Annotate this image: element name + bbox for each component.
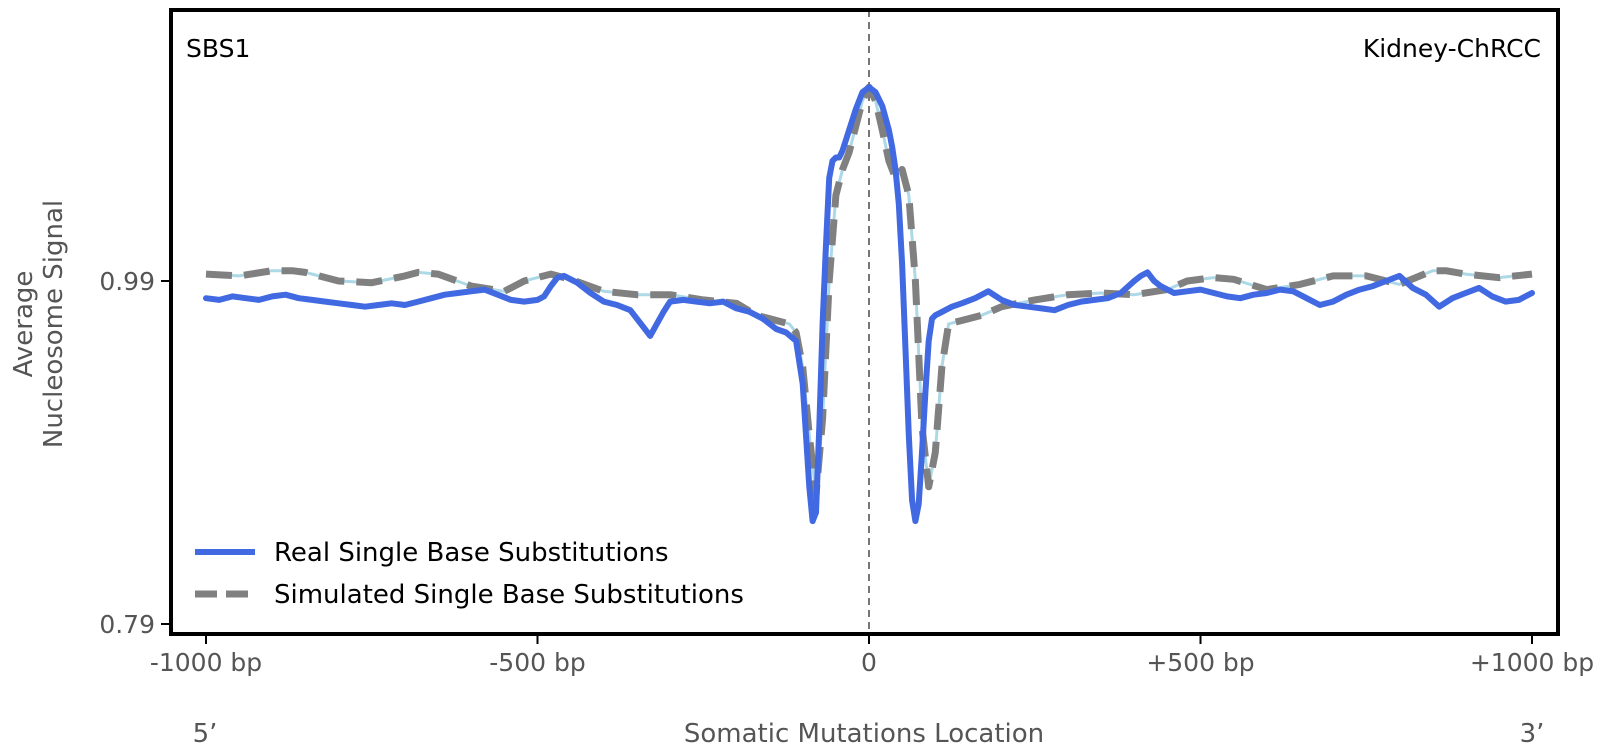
x-tick-label: +1000 bp [1470, 648, 1594, 677]
simulated-series-line [205, 83, 1533, 499]
y-tick-label: 0.79 [99, 610, 155, 639]
legend-real-label: Real Single Base Substitutions [274, 538, 669, 568]
y-axis-label-line1: Average [9, 271, 39, 378]
legend: Real Single Base Substitutions Simulated… [195, 538, 744, 610]
y-tick-label: 0.99 [99, 267, 155, 296]
legend-simulated-label: Simulated Single Base Substitutions [274, 580, 744, 610]
x-tick-label: -500 bp [489, 648, 585, 677]
x-tick-label: -1000 bp [150, 648, 262, 677]
y-axis-ticks: 0.79 0.99 [99, 267, 171, 639]
three-prime-label: 3’ [1520, 719, 1545, 749]
x-axis-ticks: -1000 bp -500 bp 0 +500 bp +1000 bp [150, 634, 1594, 677]
five-prime-label: 5’ [193, 719, 218, 749]
x-tick-label: +500 bp [1146, 648, 1254, 677]
tissue-label: Kidney-ChRCC [1363, 34, 1541, 63]
real-series-line [203, 84, 1535, 525]
signature-label: SBS1 [186, 34, 250, 63]
y-axis-label-line2: Nucleosome Signal [39, 200, 69, 448]
x-axis-label: Somatic Mutations Location [684, 719, 1044, 749]
plot-frame [169, 8, 1560, 636]
x-tick-label: 0 [861, 648, 877, 677]
